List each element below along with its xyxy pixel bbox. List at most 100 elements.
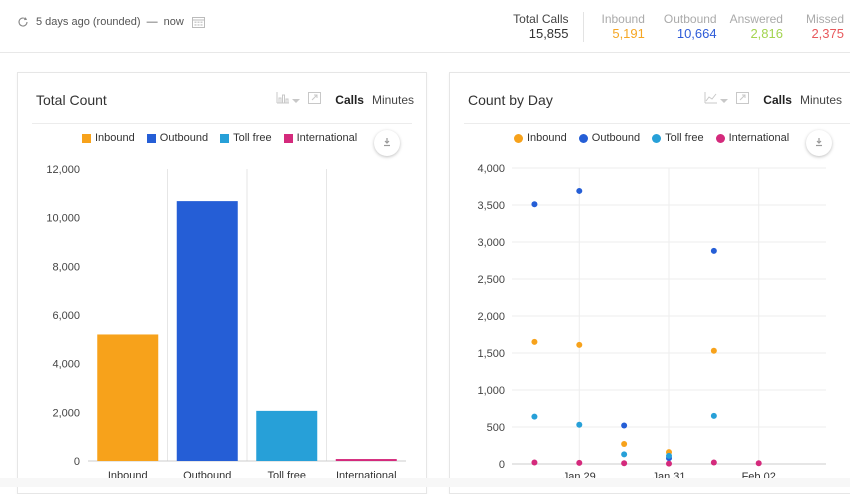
stat-total-calls: Total Calls 15,855: [513, 12, 568, 42]
panel-tools: Calls Minutes: [704, 92, 842, 107]
y-tick-label: 8,000: [52, 261, 80, 273]
legend-item-inbound[interactable]: Inbound: [82, 132, 135, 144]
panel-title: Count by Day: [468, 92, 553, 108]
stat-label: Outbound: [663, 12, 717, 26]
stat-value: 15,855: [528, 26, 569, 41]
stat-label: Inbound: [601, 12, 645, 26]
point-international: [710, 459, 717, 466]
y-tick-label: 0: [499, 459, 505, 471]
panel-header: Count by Day Calls Minutes: [464, 73, 850, 124]
legend-label: Toll free: [233, 132, 272, 144]
y-tick-label: 3,000: [477, 237, 505, 249]
legend-label: Outbound: [159, 132, 209, 144]
point-inbound: [621, 441, 628, 448]
point-toll-free: [531, 413, 538, 420]
legend-item-international[interactable]: International: [283, 132, 358, 144]
y-tick-label: 2,500: [477, 274, 505, 286]
calls-toggle[interactable]: Calls: [763, 92, 792, 107]
bar-inbound: [97, 334, 159, 461]
minutes-toggle[interactable]: Minutes: [371, 92, 414, 107]
y-tick-label: 4,000: [477, 163, 505, 175]
bar-toll-free: [256, 410, 318, 461]
legend-item-outbound[interactable]: Outbound: [146, 132, 209, 144]
y-tick-label: 1,000: [477, 385, 505, 397]
stat-label: Missed: [805, 12, 844, 26]
y-tick-label: 2,000: [52, 407, 80, 419]
legend-item-international[interactable]: International: [715, 132, 790, 144]
legend-item-outbound[interactable]: Outbound: [578, 132, 641, 144]
refresh-icon[interactable]: [17, 16, 29, 28]
stat-answered: Answered 2,816: [730, 12, 783, 42]
legend-item-toll-free[interactable]: Toll free: [220, 132, 272, 144]
point-toll-free: [710, 412, 717, 419]
point-inbound: [576, 341, 583, 348]
stat-value: 2,816: [750, 26, 783, 41]
point-outbound: [576, 187, 583, 194]
range-separator: —: [146, 16, 158, 28]
point-outbound: [531, 201, 538, 208]
calendar-icon[interactable]: [191, 16, 205, 28]
point-international: [666, 460, 672, 467]
stat-outbound: Outbound 10,664: [664, 12, 717, 42]
legend-label: International: [296, 132, 358, 144]
bar-chart-icon[interactable]: [276, 92, 290, 107]
minutes-toggle[interactable]: Minutes: [799, 92, 842, 107]
download-icon: [814, 134, 824, 152]
y-tick-label: 2,000: [477, 311, 505, 323]
legend-label: Inbound: [95, 132, 135, 144]
stat-label: Answered: [729, 12, 783, 26]
y-tick-label: 12,000: [46, 164, 80, 176]
legend-item-toll-free[interactable]: Toll free: [652, 132, 704, 144]
point-toll-free: [666, 452, 672, 459]
stat-label: Total Calls: [513, 12, 569, 26]
y-tick-label: 3,500: [477, 200, 505, 212]
stat-value: 10,664: [676, 26, 717, 41]
panel-header: Total Count Calls Minutes: [32, 73, 414, 124]
call-stats: Total Calls 15,855 Inbound 5,191 Outboun…: [513, 12, 844, 42]
range-start[interactable]: 5 days ago (rounded): [36, 16, 141, 28]
stat-inbound: Inbound 5,191: [602, 12, 645, 42]
expand-icon[interactable]: [308, 92, 322, 107]
y-tick-label: 10,000: [46, 213, 80, 225]
y-tick-label: 4,000: [52, 359, 80, 371]
point-international: [755, 460, 762, 467]
point-outbound: [621, 422, 628, 429]
y-tick-label: 1,500: [477, 348, 505, 360]
point-toll-free: [576, 421, 583, 428]
count-by-day-chart: 05001,0001,5002,0002,5003,0003,5004,000J…: [477, 163, 826, 483]
top-bar: 5 days ago (rounded) — now Total Calls 1…: [0, 0, 850, 53]
legend-label: International: [728, 132, 790, 144]
y-tick-label: 0: [74, 456, 80, 468]
panel-title: Total Count: [36, 92, 107, 108]
panel-tools: Calls Minutes: [276, 92, 414, 107]
chart-legend: Inbound Outbound Toll free International: [514, 132, 801, 144]
range-end[interactable]: now: [163, 16, 184, 28]
page-footer-fade: [0, 478, 850, 487]
download-button[interactable]: [806, 130, 832, 156]
download-icon: [382, 134, 392, 152]
legend-label: Toll free: [665, 132, 704, 144]
stat-missed: Missed 2,375: [806, 12, 844, 42]
chevron-down-icon[interactable]: [292, 93, 301, 107]
point-toll-free: [621, 451, 628, 458]
bar-international: [335, 459, 397, 461]
download-button[interactable]: [374, 130, 400, 156]
total-count-chart: 02,0004,0006,0008,00010,00012,000Inbound…: [46, 164, 406, 482]
line-chart-icon[interactable]: [704, 92, 718, 107]
point-outbound: [710, 247, 717, 254]
y-tick-label: 500: [487, 422, 505, 434]
point-international: [621, 460, 628, 467]
point-inbound: [710, 347, 717, 354]
expand-icon[interactable]: [736, 92, 750, 107]
legend-label: Outbound: [591, 132, 641, 144]
calls-toggle[interactable]: Calls: [335, 92, 364, 107]
legend-label: Inbound: [527, 132, 567, 144]
chevron-down-icon[interactable]: [720, 93, 729, 107]
date-range[interactable]: 5 days ago (rounded) — now: [17, 16, 205, 28]
stat-value: 2,375: [811, 26, 844, 41]
chart-legend: Inbound Outbound Toll free International: [82, 132, 369, 144]
legend-item-inbound[interactable]: Inbound: [514, 132, 567, 144]
point-international: [576, 459, 583, 466]
count-by-day-panel: Count by Day Calls Minutes Inbound Outbo…: [449, 72, 850, 494]
y-tick-label: 6,000: [52, 310, 80, 322]
